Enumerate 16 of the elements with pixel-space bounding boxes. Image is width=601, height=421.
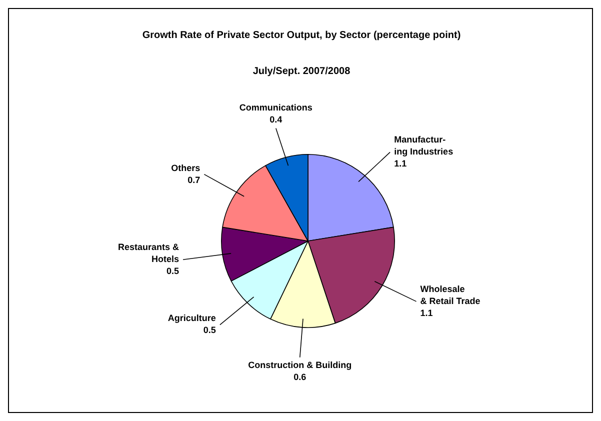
data-label: 0.7 <box>188 174 200 185</box>
data-label: 0.6 <box>294 372 306 382</box>
slice-label: Agriculture <box>168 313 216 324</box>
slice-label: Restaurants & Hotels <box>118 242 180 264</box>
data-label: 1.1 <box>420 308 433 318</box>
slice-label: Construction & Building <box>248 360 352 370</box>
chart-title: Growth Rate of Private Sector Output, by Sector (percentage point) <box>142 30 461 41</box>
slice-label: Wholesale & Retail Trade <box>420 284 480 306</box>
slice-label: Communications <box>239 102 312 113</box>
chart-subtitle: July/Sept. 2007/2008 <box>252 66 351 77</box>
slice-label: Manufactur- ing Industries <box>394 134 454 157</box>
slice-label: Others <box>171 162 200 173</box>
data-label: 0.4 <box>270 114 282 125</box>
data-label: 1.1 <box>394 158 407 169</box>
data-label: 0.5 <box>203 325 216 336</box>
data-label: 0.5 <box>166 266 180 276</box>
